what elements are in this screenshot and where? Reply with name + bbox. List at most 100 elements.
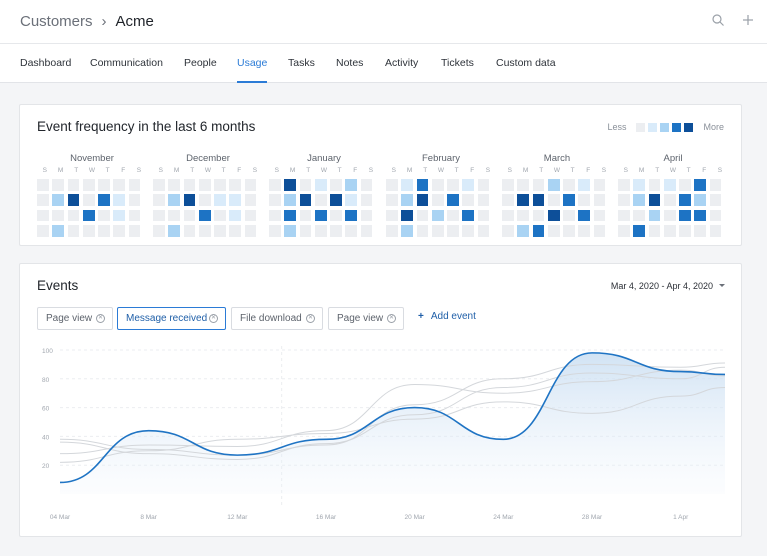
heatmap-cell[interactable] [128,224,141,237]
heatmap-cell[interactable] [648,224,661,237]
heatmap-cell[interactable] [401,224,413,237]
heatmap-cell[interactable] [401,194,413,206]
heatmap-cell[interactable] [593,179,606,191]
heatmap-cell[interactable] [229,224,242,237]
heatmap-cell[interactable] [431,179,444,191]
tab-people[interactable]: People [184,57,217,69]
heatmap-cell[interactable] [547,224,560,237]
heatmap-cell[interactable] [314,179,327,191]
heatmap-cell[interactable] [618,209,630,222]
breadcrumb-customers-link[interactable]: Customers [20,13,93,30]
heatmap-cell[interactable] [462,194,475,206]
heatmap-cell[interactable] [502,224,514,237]
heatmap-cell[interactable] [633,179,645,191]
heatmap-cell[interactable] [401,179,413,191]
heatmap-cell[interactable] [694,179,707,191]
heatmap-cell[interactable] [330,194,342,206]
heatmap-cell[interactable] [648,209,661,222]
heatmap-cell[interactable] [447,209,459,222]
heatmap-cell[interactable] [229,209,242,222]
heatmap-cell[interactable] [416,179,429,191]
heatmap-cell[interactable] [113,224,126,237]
heatmap-cell[interactable] [330,209,342,222]
heatmap-cell[interactable] [98,179,110,191]
heatmap-cell[interactable] [431,209,444,222]
heatmap-cell[interactable] [314,194,327,206]
heatmap-cell[interactable] [416,209,429,222]
heatmap-cell[interactable] [447,179,459,191]
heatmap-cell[interactable] [153,209,165,222]
heatmap-cell[interactable] [386,179,398,191]
heatmap-cell[interactable] [299,224,312,237]
heatmap-cell[interactable] [386,209,398,222]
heatmap-cell[interactable] [67,224,80,237]
heatmap-cell[interactable] [244,194,257,206]
heatmap-cell[interactable] [198,194,211,206]
heatmap-cell[interactable] [269,194,281,206]
heatmap-cell[interactable] [284,209,296,222]
remove-icon[interactable]: ✕ [387,314,396,323]
heatmap-cell[interactable] [98,194,110,206]
heatmap-cell[interactable] [98,224,110,237]
heatmap-cell[interactable] [37,224,49,237]
heatmap-cell[interactable] [168,224,180,237]
heatmap-cell[interactable] [593,209,606,222]
remove-icon[interactable]: ✕ [306,314,315,323]
heatmap-cell[interactable] [183,179,196,191]
heatmap-cell[interactable] [128,194,141,206]
series-line-highlighted[interactable] [59,352,726,484]
heatmap-cell[interactable] [593,194,606,206]
heatmap-cell[interactable] [462,209,475,222]
heatmap-cell[interactable] [67,179,80,191]
heatmap-cell[interactable] [532,224,545,237]
heatmap-cell[interactable] [168,179,180,191]
heatmap-cell[interactable] [52,209,64,222]
heatmap-cell[interactable] [578,179,591,191]
heatmap-cell[interactable] [618,179,630,191]
heatmap-cell[interactable] [284,194,296,206]
heatmap-cell[interactable] [547,179,560,191]
tab-tickets[interactable]: Tickets [441,57,474,69]
remove-icon[interactable]: ✕ [209,314,218,323]
heatmap-cell[interactable] [663,224,676,237]
heatmap-cell[interactable] [269,179,281,191]
heatmap-cell[interactable] [284,224,296,237]
heatmap-cell[interactable] [618,224,630,237]
heatmap-cell[interactable] [679,224,691,237]
heatmap-cell[interactable] [431,224,444,237]
heatmap-cell[interactable] [663,194,676,206]
heatmap-cell[interactable] [269,209,281,222]
heatmap-cell[interactable] [663,179,676,191]
heatmap-cell[interactable] [314,209,327,222]
heatmap-cell[interactable] [462,224,475,237]
heatmap-cell[interactable] [82,224,95,237]
heatmap-cell[interactable] [299,209,312,222]
heatmap-cell[interactable] [244,209,257,222]
heatmap-cell[interactable] [679,179,691,191]
heatmap-cell[interactable] [694,209,707,222]
heatmap-cell[interactable] [153,224,165,237]
heatmap-cell[interactable] [477,194,490,206]
heatmap-cell[interactable] [517,179,529,191]
heatmap-cell[interactable] [709,209,722,222]
heatmap-cell[interactable] [37,209,49,222]
heatmap-cell[interactable] [633,194,645,206]
heatmap-cell[interactable] [229,194,242,206]
date-range-picker[interactable]: Mar 4, 2020 - Apr 4, 2020 [610,281,713,291]
tab-dashboard[interactable]: Dashboard [20,57,72,69]
heatmap-cell[interactable] [345,194,358,206]
heatmap-cell[interactable] [416,194,429,206]
heatmap-cell[interactable] [198,179,211,191]
heatmap-cell[interactable] [694,224,707,237]
heatmap-cell[interactable] [502,209,514,222]
filter-chip-page-view-2[interactable]: Page view ✕ [328,307,404,330]
heatmap-cell[interactable] [618,194,630,206]
heatmap-cell[interactable] [168,209,180,222]
heatmap-cell[interactable] [198,224,211,237]
heatmap-cell[interactable] [198,209,211,222]
heatmap-cell[interactable] [330,179,342,191]
heatmap-cell[interactable] [52,179,64,191]
heatmap-cell[interactable] [679,194,691,206]
heatmap-cell[interactable] [386,224,398,237]
heatmap-cell[interactable] [477,209,490,222]
